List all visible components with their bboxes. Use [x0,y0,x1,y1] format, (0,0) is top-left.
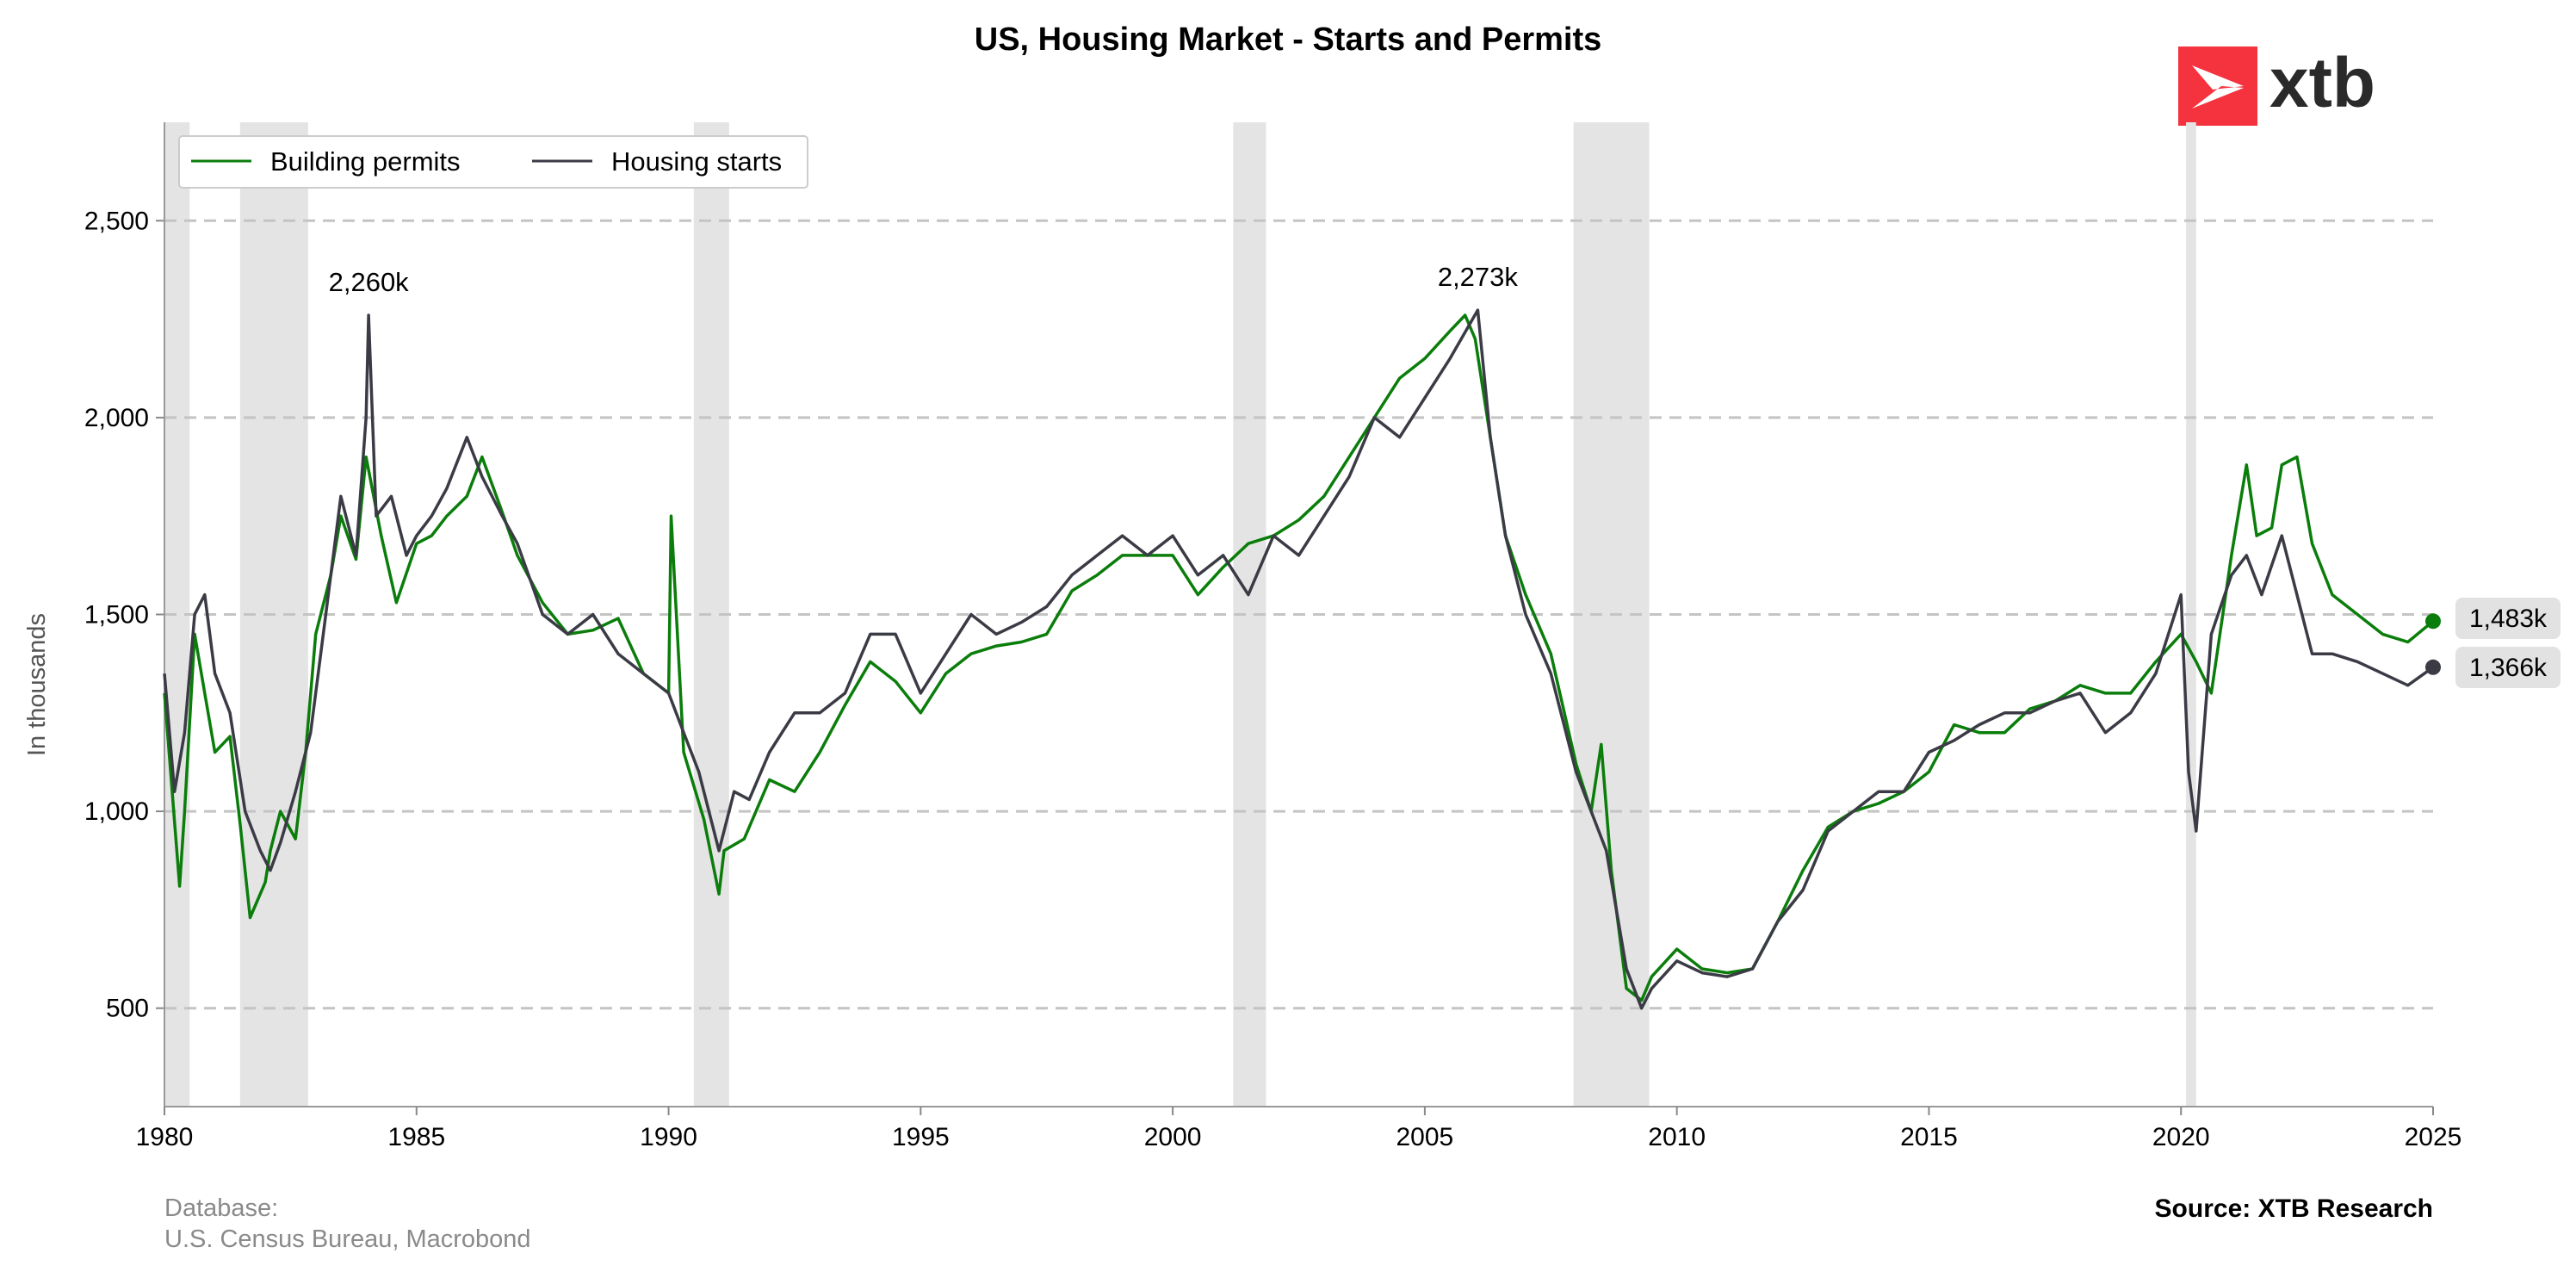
end-value-box [2455,598,2561,639]
database-label: Database: [164,1194,278,1222]
x-tick-label: 1990 [640,1123,697,1151]
end-marker-housing-starts [2425,659,2441,675]
x-tick-label: 1985 [387,1123,445,1151]
x-tick-label: 2025 [2405,1123,2462,1151]
peak-annotation: 2,260k [329,267,410,297]
x-tick-label: 1980 [136,1123,194,1151]
series-line-housing-starts [163,308,2435,1010]
peak-annotation: 2,273k [1438,262,1519,292]
y-tick-label: 2,500 [84,207,149,235]
database-sources: U.S. Census Bureau, Macrobond [164,1225,531,1253]
x-tick-label: 2020 [2152,1123,2210,1151]
logo-x-icon [2192,65,2244,109]
end-value-box [2455,647,2561,688]
legend-label-building-permits: Building permits [270,146,461,177]
x-tick-label: 2000 [1144,1123,1202,1151]
x-tick-label: 2015 [1900,1123,1958,1151]
annotations: 2,260k 2,273k [329,262,1519,297]
legend-label-housing-starts: Housing starts [611,146,782,177]
end-marker-building-permits [2425,613,2441,630]
y-tick-label: 1,500 [84,601,149,630]
source-credit: Source: XTB Research [2155,1194,2433,1223]
series-lines [163,308,2435,1010]
logo-text: xtb [2269,44,2375,122]
x-tick-label: 2010 [1648,1123,1706,1151]
y-tick-label: 500 [106,995,149,1023]
x-tick-label: 2005 [1396,1123,1454,1151]
y-tick-label: 1,000 [84,797,149,826]
xtb-logo: xtb [2178,44,2375,126]
legend-box [178,135,808,189]
chart-title: US, Housing Market - Starts and Permits [975,22,1602,58]
axes: 500 1,000 1,500 2,000 2,500 1980 1985 1990 1995 2… [84,122,2461,1151]
end-markers: 1,483k 1,366k [2425,598,2561,688]
legend: Building permits Housing starts [178,135,808,189]
y-axis-label: In thousands [23,613,51,756]
end-value-label: 1,483k [2469,605,2548,633]
y-tick-label: 2,000 [84,404,149,432]
x-tick-label: 1995 [892,1123,950,1151]
end-value-label: 1,366k [2469,654,2548,682]
grid-lines [164,219,2433,1010]
